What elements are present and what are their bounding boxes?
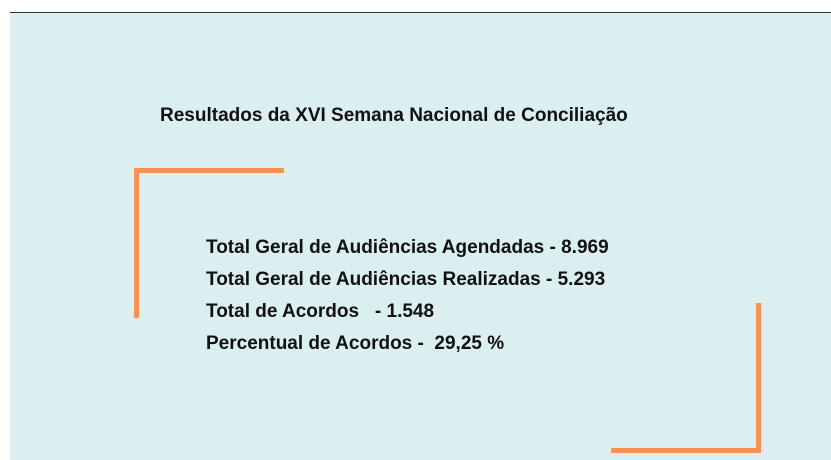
- corner-bar: [756, 303, 761, 453]
- result-line: Total de Acordos - 1.548: [206, 301, 435, 322]
- corner-bar: [611, 448, 761, 453]
- result-line: Total Geral de Audiências Realizadas - 5…: [206, 269, 606, 290]
- result-line: Total Geral de Audiências Agendadas - 8.…: [206, 237, 609, 258]
- corner-bar: [134, 168, 284, 173]
- corner-bar: [134, 168, 139, 318]
- result-line: Percentual de Acordos - 29,25 %: [206, 333, 505, 354]
- title: Resultados da XVI Semana Nacional de Con…: [160, 105, 628, 126]
- slide: Resultados da XVI Semana Nacional de Con…: [10, 12, 831, 460]
